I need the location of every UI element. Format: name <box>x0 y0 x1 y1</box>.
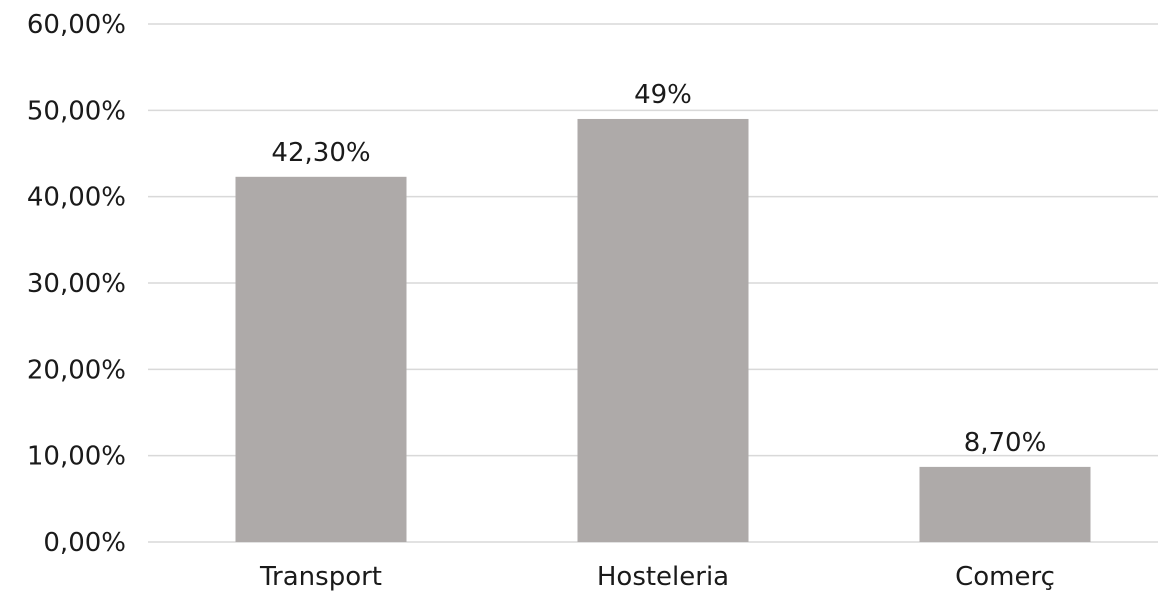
category-label: Hosteleria <box>597 562 729 592</box>
data-label: 49% <box>634 80 692 110</box>
y-tick-label: 0,00% <box>43 528 126 558</box>
y-tick-label: 40,00% <box>27 183 126 213</box>
y-tick-label: 10,00% <box>27 442 126 472</box>
category-label: Transport <box>259 562 382 592</box>
data-labels: 42,30% 49% 8,70% <box>271 80 1046 458</box>
bar-comer- <box>919 466 1091 542</box>
y-axis-ticks: 0,00% 10,00% 20,00% 30,00% 40,00% 50,00% 60,00… <box>27 10 126 558</box>
y-tick-label: 20,00% <box>27 355 126 385</box>
category-label: Comerç <box>955 562 1055 592</box>
x-axis-categories: Transport Hosteleria Comerç <box>259 562 1055 592</box>
bar-hosteleria <box>577 118 749 542</box>
y-tick-label: 30,00% <box>27 269 126 299</box>
y-tick-label: 60,00% <box>27 10 126 40</box>
y-tick-label: 50,00% <box>27 96 126 126</box>
bars <box>235 118 1091 542</box>
data-label: 8,70% <box>964 428 1047 458</box>
data-label: 42,30% <box>271 138 370 168</box>
bar-transport <box>235 176 407 542</box>
